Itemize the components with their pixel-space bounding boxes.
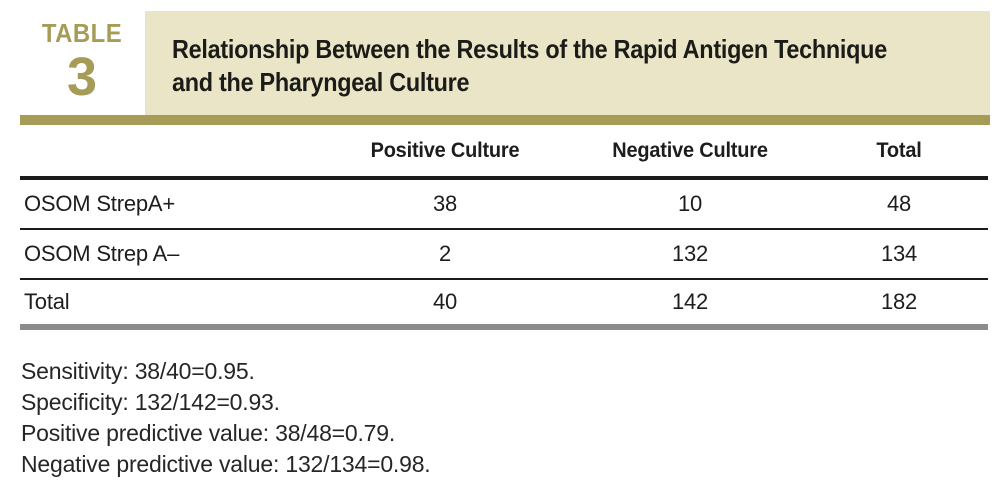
footnote-positive-predictive-value: Positive predictive value: 38/48=0.79. xyxy=(21,420,396,446)
cell-total: 48 xyxy=(886,191,912,216)
row-label: OSOM Strep A– xyxy=(24,241,180,266)
title-band: Relationship Between the Results of the … xyxy=(145,11,990,115)
column-header-negative-culture: Negative Culture xyxy=(612,138,768,162)
cell-total: 134 xyxy=(880,241,918,266)
footnote-sensitivity: Sensitivity: 38/40=0.95. xyxy=(21,358,255,384)
row-label: Total xyxy=(24,289,70,314)
cell-negative: 142 xyxy=(671,289,709,314)
table-row: OSOM StrepA+ 38 10 48 xyxy=(20,180,988,230)
table-label-number: 3 xyxy=(66,47,98,107)
table-row: OSOM Strep A– 2 132 134 xyxy=(20,230,988,280)
cell-negative: 132 xyxy=(671,241,709,266)
cell-positive: 38 xyxy=(432,191,458,216)
table-row-total: Total 40 142 182 xyxy=(20,280,988,330)
table-title-line2: and the Pharyngeal Culture xyxy=(172,67,470,97)
footnote-negative-predictive-value: Negative predictive value: 132/134=0.98. xyxy=(21,451,431,477)
cell-total: 182 xyxy=(880,289,918,314)
table-title-line1: Relationship Between the Results of the … xyxy=(172,34,887,64)
table-header-row: Positive Culture Negative Culture Total xyxy=(20,125,988,180)
column-header-total: Total xyxy=(876,138,922,162)
column-header-positive-culture: Positive Culture xyxy=(370,138,520,162)
cell-positive: 2 xyxy=(438,241,452,266)
table-title: Relationship Between the Results of the … xyxy=(145,11,906,99)
accent-bar xyxy=(20,115,990,125)
cell-positive: 40 xyxy=(432,289,458,314)
table-label-word: TABLE xyxy=(41,18,123,48)
footnotes: Sensitivity: 38/40=0.95. Specificity: 13… xyxy=(21,356,431,480)
data-table: Positive Culture Negative Culture Total … xyxy=(20,125,988,330)
cell-negative: 10 xyxy=(677,191,703,216)
row-label: OSOM StrepA+ xyxy=(24,191,176,216)
table-number-label: TABLE 3 xyxy=(18,20,146,104)
footnote-specificity: Specificity: 132/142=0.93. xyxy=(21,389,280,415)
